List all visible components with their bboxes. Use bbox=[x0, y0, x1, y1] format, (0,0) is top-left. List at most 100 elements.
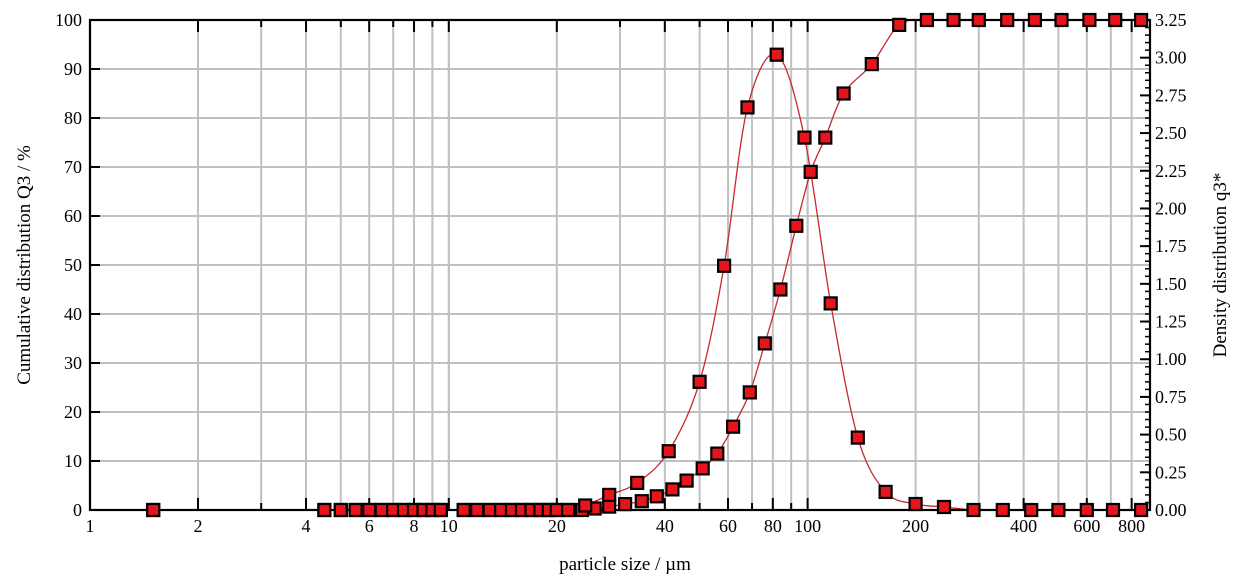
x-tick-label: 8 bbox=[410, 516, 419, 536]
cumulative-point bbox=[919, 12, 935, 28]
density-point bbox=[1133, 502, 1149, 518]
cumulative-point bbox=[695, 461, 710, 476]
y-right-tick-label: 3.25 bbox=[1155, 10, 1187, 30]
density-point bbox=[1051, 502, 1066, 518]
density-point bbox=[602, 487, 617, 502]
density-point bbox=[578, 498, 593, 513]
density-point bbox=[995, 502, 1010, 518]
cumulative-point bbox=[892, 17, 907, 32]
y-right-tick-label: 3.00 bbox=[1155, 48, 1187, 68]
density-point bbox=[1079, 502, 1094, 518]
density-point bbox=[482, 502, 497, 518]
cumulative-point bbox=[725, 419, 741, 434]
cumulative-point bbox=[946, 12, 961, 28]
right-y-axis-title: Density distribution q3* bbox=[1210, 173, 1231, 358]
density-point bbox=[936, 499, 952, 515]
cumulative-point bbox=[1027, 12, 1043, 28]
cumulative-point bbox=[789, 218, 804, 233]
cumulative-point bbox=[679, 473, 694, 488]
y-left-tick-label: 30 bbox=[64, 353, 82, 373]
cumulative-point bbox=[742, 385, 757, 400]
y-left-tick-label: 10 bbox=[64, 451, 82, 471]
y-right-tick-label: 0.75 bbox=[1155, 387, 1187, 407]
y-left-tick-label: 0 bbox=[73, 500, 82, 520]
cumulative-point bbox=[864, 56, 879, 72]
cumulative-point bbox=[1000, 12, 1015, 28]
density-point bbox=[769, 47, 784, 62]
cumulative-point bbox=[818, 130, 833, 145]
y-left-tick-label: 20 bbox=[64, 402, 82, 422]
x-tick-label: 2 bbox=[194, 516, 203, 536]
y-left-tick-label: 90 bbox=[64, 59, 82, 79]
density-point bbox=[630, 475, 645, 490]
x-tick-label: 4 bbox=[302, 516, 311, 536]
density-point bbox=[433, 502, 448, 518]
density-point bbox=[797, 130, 812, 145]
x-tick-label: 40 bbox=[656, 516, 674, 536]
y-right-tick-label: 0.50 bbox=[1155, 425, 1187, 445]
cumulative-point bbox=[1054, 12, 1069, 28]
cumulative-point bbox=[602, 499, 617, 514]
density-point bbox=[1105, 502, 1121, 518]
density-point bbox=[333, 502, 348, 518]
density-curve bbox=[153, 53, 1142, 511]
cumulative-point bbox=[1133, 12, 1149, 28]
y-right-tick-label: 2.25 bbox=[1155, 161, 1187, 181]
x-tick-label: 60 bbox=[719, 516, 737, 536]
y-left-tick-label: 80 bbox=[64, 108, 82, 128]
density-point bbox=[716, 258, 732, 273]
y-right-tick-label: 1.25 bbox=[1155, 312, 1187, 332]
density-point bbox=[560, 502, 576, 518]
density-point bbox=[374, 502, 389, 518]
x-tick-label: 20 bbox=[548, 516, 566, 536]
y-right-tick-label: 2.00 bbox=[1155, 198, 1187, 218]
density-point bbox=[348, 502, 363, 518]
y-left-tick-label: 70 bbox=[64, 157, 82, 177]
density-point bbox=[966, 502, 981, 518]
data-markers bbox=[146, 12, 1149, 518]
density-point bbox=[1024, 502, 1039, 518]
density-point bbox=[362, 502, 377, 518]
x-axis-title: particle size / µm bbox=[559, 554, 691, 575]
x-tick-label: 600 bbox=[1073, 516, 1100, 536]
cumulative-point bbox=[757, 336, 772, 351]
x-tick-label: 400 bbox=[1010, 516, 1037, 536]
y-left-tick-label: 50 bbox=[64, 255, 82, 275]
cumulative-point bbox=[710, 446, 725, 461]
density-point bbox=[740, 100, 755, 115]
cumulative-point bbox=[836, 86, 851, 101]
density-point bbox=[908, 496, 923, 512]
y-left-tick-label: 100 bbox=[55, 10, 82, 30]
y-right-tick-label: 1.00 bbox=[1155, 349, 1187, 369]
y-right-tick-label: 0.00 bbox=[1155, 500, 1187, 520]
cumulative-point bbox=[1108, 12, 1123, 28]
y-left-tick-label: 40 bbox=[64, 304, 82, 324]
left-y-axis-title: Cumulative distribution Q3 / % bbox=[14, 145, 35, 385]
cumulative-point bbox=[803, 164, 818, 179]
cumulative-point bbox=[665, 482, 680, 497]
x-tick-label: 1 bbox=[86, 516, 95, 536]
grid-lines bbox=[88, 19, 1151, 511]
density-point bbox=[317, 502, 332, 518]
x-tick-label: 10 bbox=[440, 516, 458, 536]
x-tick-label: 800 bbox=[1118, 516, 1145, 536]
cumulative-point bbox=[617, 497, 633, 512]
x-tick-label: 100 bbox=[794, 516, 821, 536]
x-tick-label: 6 bbox=[365, 516, 374, 536]
y-right-tick-label: 0.25 bbox=[1155, 462, 1187, 482]
density-point bbox=[146, 502, 161, 518]
cumulative-point bbox=[634, 494, 649, 509]
cumulative-point bbox=[1082, 12, 1097, 28]
density-point bbox=[661, 444, 676, 459]
density-point bbox=[456, 502, 471, 518]
y-left-tick-label: 60 bbox=[64, 206, 82, 226]
y-right-tick-label: 2.75 bbox=[1155, 85, 1187, 105]
cumulative-point bbox=[773, 282, 788, 297]
density-point bbox=[850, 430, 865, 445]
y-right-tick-label: 1.50 bbox=[1155, 274, 1187, 294]
y-right-tick-label: 2.50 bbox=[1155, 123, 1187, 143]
y-right-tick-label: 1.75 bbox=[1155, 236, 1187, 256]
density-point bbox=[823, 296, 838, 311]
density-point bbox=[878, 484, 893, 499]
